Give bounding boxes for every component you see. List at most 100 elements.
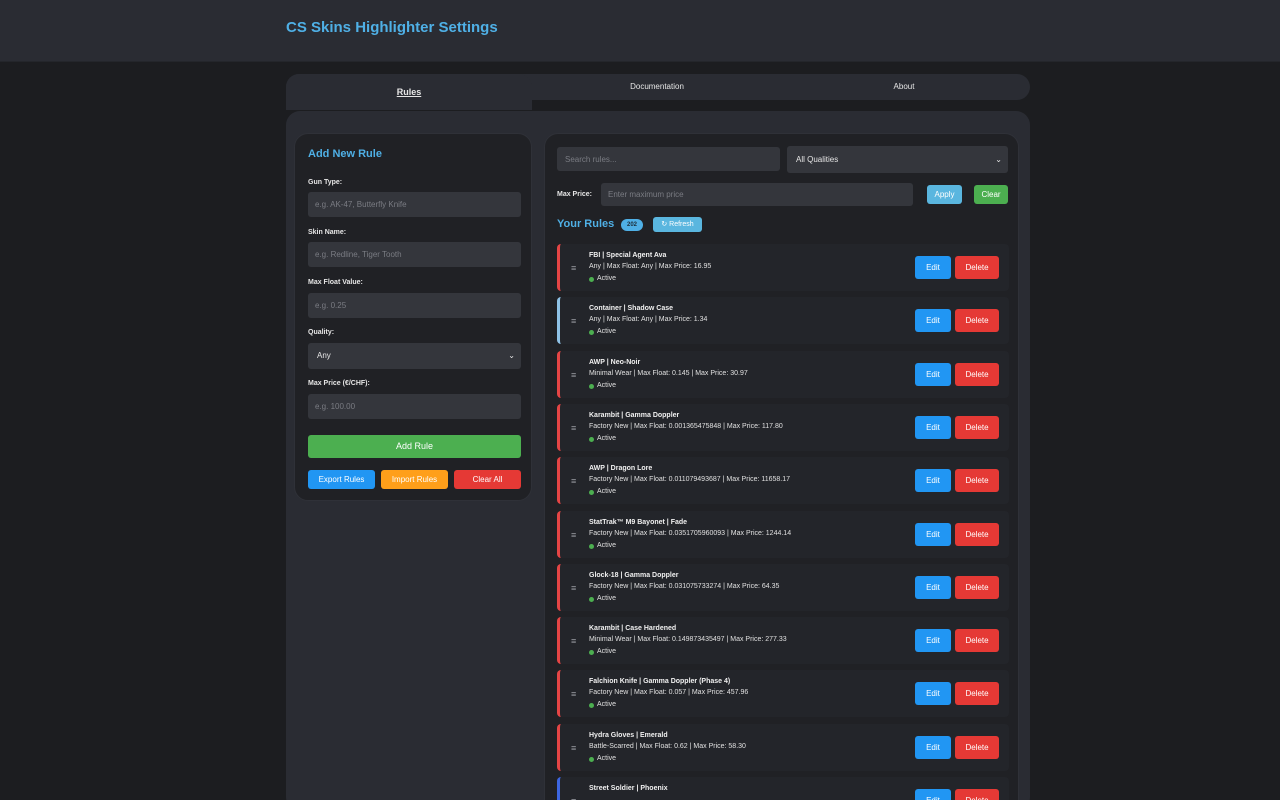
status-dot-icon [589, 596, 594, 602]
skin-name-input[interactable] [308, 242, 521, 267]
quality-label: Quality: [308, 329, 335, 336]
status-dot-icon [589, 650, 594, 656]
delete-rule-button[interactable]: Delete [955, 362, 999, 386]
export-rules-button[interactable]: Export Rules [308, 470, 375, 489]
rule-status: Active [597, 754, 617, 762]
status-dot-icon [589, 703, 594, 709]
rule-details: Factory New | Max Float: 0.031075733274 … [589, 582, 780, 590]
max-price-label: Max Price (€/CHF): [308, 380, 370, 387]
drag-handle-icon[interactable]: ≡ [571, 582, 577, 593]
max-price-input[interactable] [308, 394, 521, 419]
max-float-label: Max Float Value: [308, 279, 363, 286]
rule-name: AWP | Neo-Noir [589, 358, 641, 366]
drag-handle-icon[interactable]: ≡ [571, 636, 577, 647]
refresh-button[interactable]: ↻ Refresh [653, 217, 702, 232]
gun-type-label: Gun Type: [308, 179, 343, 186]
refresh-label: Refresh [669, 221, 694, 228]
refresh-icon: ↻ [661, 221, 668, 228]
edit-rule-button[interactable]: Edit [915, 362, 951, 386]
rule-status: Active [597, 328, 617, 336]
rules-title: Your Rules [557, 218, 615, 230]
delete-rule-button[interactable]: Delete [955, 522, 999, 546]
add-rule-panel: Add New Rule Gun Type: Skin Name: Max Fl… [294, 133, 532, 501]
rule-name: Falchion Knife | Gamma Doppler (Phase 4) [589, 678, 731, 686]
rule-item[interactable]: ≡ Karambit | Case Hardened Minimal Wear | … [557, 617, 1009, 665]
rule-item[interactable]: ≡ Hydra Gloves | Emerald Battle-Scarred | … [557, 723, 1009, 771]
edit-rule-button[interactable]: Edit [915, 629, 951, 653]
status-dot-icon [589, 490, 594, 496]
delete-rule-button[interactable]: Delete [955, 256, 999, 279]
apply-button[interactable]: Apply [927, 185, 962, 204]
delete-rule-button[interactable]: Delete [955, 629, 999, 653]
rule-item[interactable]: ≡ Container | Shadow Case Any | Max Float:… [557, 297, 1009, 345]
rule-status: Active [597, 381, 617, 389]
search-input[interactable] [557, 147, 780, 171]
rule-item[interactable]: ≡ Karambit | Gamma Doppler Factory New | M… [557, 403, 1009, 451]
tab-content: Add New Rule Gun Type: Skin Name: Max Fl… [286, 111, 1030, 800]
rule-status: Active [597, 701, 617, 709]
import-rules-button[interactable]: Import Rules [381, 470, 448, 489]
rule-item[interactable]: ≡ Falchion Knife | Gamma Doppler (Phase 4… [557, 670, 1009, 718]
drag-handle-icon[interactable]: ≡ [571, 529, 577, 540]
rule-item[interactable]: ≡ Street Soldier | Phoenix Edit Delete [557, 777, 1009, 800]
quality-select[interactable]: Any ⌄ [308, 343, 521, 369]
drag-handle-icon[interactable]: ≡ [571, 689, 577, 700]
delete-rule-button[interactable]: Delete [955, 309, 999, 333]
rule-name: Street Soldier | Phoenix [589, 785, 668, 792]
app-title: CS Skins Highlighter Settings [286, 19, 498, 36]
drag-handle-icon[interactable]: ≡ [571, 796, 576, 800]
edit-rule-button[interactable]: Edit [915, 256, 951, 279]
delete-rule-button[interactable]: Delete [955, 415, 999, 439]
rule-name: Glock-18 | Gamma Doppler [589, 571, 679, 579]
edit-rule-button[interactable]: Edit [915, 575, 951, 599]
rules-count-badge: 202 [621, 219, 643, 231]
edit-rule-button[interactable]: Edit [915, 469, 951, 493]
rule-name: Karambit | Case Hardened [589, 625, 677, 633]
edit-rule-button[interactable]: Edit [915, 309, 951, 333]
delete-rule-button[interactable]: Delete [955, 682, 999, 706]
delete-rule-button[interactable]: Delete [955, 735, 999, 759]
quality-filter-select[interactable]: All Qualities ⌄ [787, 146, 1008, 173]
add-rule-button[interactable]: Add Rule [308, 435, 521, 458]
rule-status: Active [597, 648, 617, 656]
gun-type-input[interactable] [308, 192, 521, 217]
clear-all-button[interactable]: Clear All [454, 470, 521, 489]
status-dot-icon [589, 756, 594, 762]
edit-rule-button[interactable]: Edit [915, 522, 951, 546]
quality-select-value: Any [317, 351, 331, 360]
delete-rule-button[interactable]: Delete [955, 789, 999, 800]
edit-rule-button[interactable]: Edit [915, 735, 951, 759]
rule-name: AWP | Dragon Lore [589, 465, 653, 473]
rule-details: Battle-Scarred | Max Float: 0.62 | Max P… [589, 742, 746, 750]
tab-rules[interactable]: Rules [286, 74, 532, 110]
edit-rule-button[interactable]: Edit [915, 682, 951, 706]
rule-details: Factory New | Max Float: 0.011079493687 … [589, 476, 791, 484]
edit-rule-button[interactable]: Edit [915, 415, 951, 439]
status-dot-icon [589, 543, 594, 549]
max-float-input[interactable] [308, 293, 521, 318]
tab-documentation[interactable]: Documentation [630, 82, 684, 91]
drag-handle-icon[interactable]: ≡ [571, 369, 577, 380]
rule-item[interactable]: ≡ StatTrak™ M9 Bayonet | Fade Factory New … [557, 510, 1009, 558]
rule-name: FBI | Special Agent Ava [589, 252, 667, 259]
max-price-filter-input[interactable] [601, 183, 913, 206]
drag-handle-icon[interactable]: ≡ [571, 263, 577, 273]
rule-details: Minimal Wear | Max Float: 0.145 | Max Pr… [589, 369, 748, 377]
rule-item[interactable]: ≡ AWP | Neo-Noir Minimal Wear | Max Float:… [557, 350, 1009, 398]
rule-item[interactable]: ≡ AWP | Dragon Lore Factory New | Max Floa… [557, 457, 1009, 505]
rules-panel: All Qualities ⌄ Max Price: Apply Clear Y… [544, 133, 1019, 800]
edit-rule-button[interactable]: Edit [915, 789, 951, 800]
drag-handle-icon[interactable]: ≡ [571, 476, 577, 487]
rule-details: Factory New | Max Float: 0.057 | Max Pri… [589, 689, 749, 697]
rule-item[interactable]: ≡ Glock-18 | Gamma Doppler Factory New | M… [557, 563, 1009, 611]
drag-handle-icon[interactable]: ≡ [571, 422, 577, 433]
rule-item[interactable]: ≡ FBI | Special Agent Ava Any | Max Float:… [557, 244, 1009, 291]
tab-about[interactable]: About [893, 82, 915, 91]
delete-rule-button[interactable]: Delete [955, 575, 999, 599]
delete-rule-button[interactable]: Delete [955, 469, 999, 493]
drag-handle-icon[interactable]: ≡ [571, 316, 577, 327]
drag-handle-icon[interactable]: ≡ [571, 742, 577, 753]
clear-filter-button[interactable]: Clear [974, 185, 1008, 204]
rule-details: Any | Max Float: Any | Max Price: 16.95 [589, 263, 712, 270]
rule-status: Active [597, 434, 617, 442]
